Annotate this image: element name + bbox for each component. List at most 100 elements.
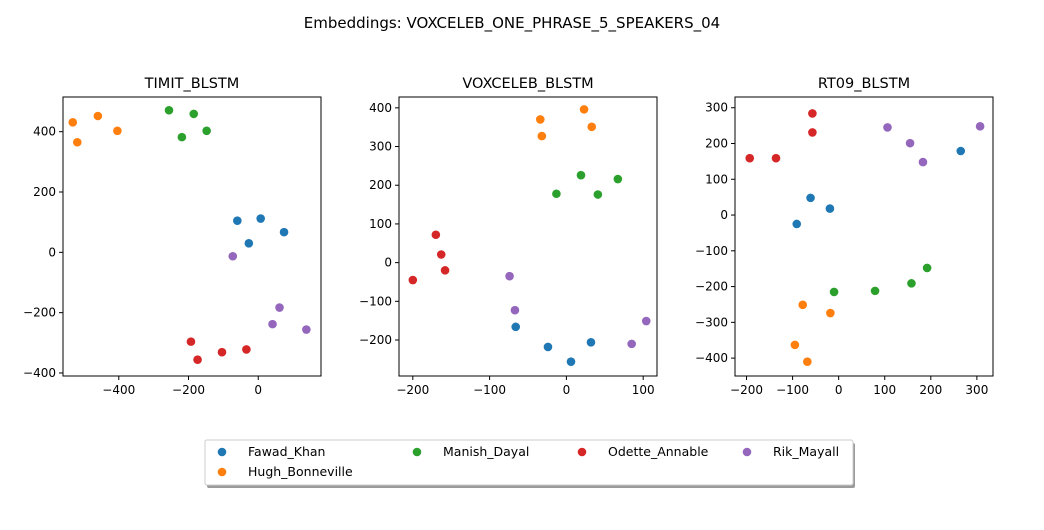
legend-box	[204, 439, 854, 486]
data-point-hugh-bonneville	[790, 340, 800, 350]
y-tick-label: 400	[33, 125, 56, 139]
data-point-fawad-khan	[825, 204, 835, 213]
data-point-manish-dayal	[164, 105, 174, 115]
data-point-odette-annable	[217, 347, 227, 357]
data-point-fawad-khan	[566, 357, 576, 366]
data-point-manish-dayal	[552, 189, 561, 199]
y-tick-label: 200	[369, 178, 392, 192]
data-point-rik-mayall	[627, 339, 636, 349]
x-tick-label: 0	[835, 383, 843, 397]
x-tick-label: −100	[473, 383, 506, 397]
legend-label: Manish_Dayal	[443, 444, 529, 459]
legend-label: Hugh_Bonneville	[248, 464, 353, 479]
data-point-odette-annable	[436, 250, 446, 259]
axes-frame	[398, 96, 658, 377]
data-point-rik-mayall	[975, 122, 985, 131]
y-tick-label: −200	[359, 333, 392, 347]
y-tick-label: −100	[359, 294, 392, 308]
legend-item-hugh-bonneville: Hugh_Bonneville	[217, 464, 353, 479]
x-tick-label: −200	[730, 383, 763, 397]
y-tick-label: 0	[384, 256, 392, 270]
x-tick-label: 0	[254, 383, 262, 397]
data-point-odette-annable	[193, 355, 202, 365]
data-point-hugh-bonneville	[68, 118, 78, 127]
subplot-2: VOXCELEB_BLSTM −200 −100 0 100 −200 −100 0 100 20…	[359, 76, 658, 397]
data-point-manish-dayal	[922, 263, 932, 273]
data-point-manish-dayal	[202, 126, 211, 136]
legend-item-rik-mayall: Rik_Mayall	[742, 444, 839, 459]
legend-item-odette-annable: Odette_Annable	[577, 444, 709, 459]
legend-label: Rik_Mayall	[773, 444, 839, 459]
data-point-manish-dayal	[829, 287, 839, 297]
y-tick-label: 100	[369, 217, 392, 231]
data-point-hugh-bonneville	[798, 300, 808, 310]
data-point-fawad-khan	[956, 146, 966, 156]
legend-marker	[412, 447, 422, 457]
data-point-rik-mayall	[905, 138, 915, 148]
subplot-title: VOXCELEB_BLSTM	[462, 76, 593, 92]
x-tick-label: 100	[632, 383, 655, 397]
data-point-fawad-khan	[244, 238, 254, 248]
y-tick-label: −400	[23, 366, 56, 380]
data-point-rik-mayall	[641, 316, 651, 326]
y-tick-label: 200	[705, 137, 728, 151]
data-point-hugh-bonneville	[826, 308, 835, 318]
data-point-odette-annable	[408, 275, 418, 285]
y-tick-label: −300	[695, 315, 728, 329]
y-tick-label: 300	[705, 101, 728, 115]
data-point-manish-dayal	[177, 132, 187, 142]
data-point-fawad-khan	[586, 338, 596, 347]
data-point-manish-dayal	[613, 174, 623, 184]
data-point-rik-mayall	[510, 305, 520, 315]
data-point-hugh-bonneville	[537, 131, 547, 141]
figure-title: Embeddings: VOXCELEB_ONE_PHRASE_5_SPEAKE…	[304, 14, 720, 33]
x-tick-label: 100	[873, 383, 896, 397]
legend-item-fawad-khan: Fawad_Khan	[217, 444, 325, 459]
data-point-rik-mayall	[228, 251, 238, 261]
legend-label: Fawad_Khan	[248, 444, 325, 459]
y-tick-label: 0	[720, 208, 728, 222]
data-point-fawad-khan	[806, 193, 815, 203]
data-point-manish-dayal	[576, 170, 586, 180]
legend-marker	[217, 467, 227, 477]
subplot-title: TIMIT_BLSTM	[144, 76, 240, 92]
data-point-odette-annable	[186, 337, 196, 346]
legend: Fawad_Khan Hugh_Bonneville Manish_Dayal Ode…	[204, 439, 855, 488]
data-point-hugh-bonneville	[587, 122, 597, 132]
x-tick-label: −100	[776, 383, 809, 397]
data-point-rik-mayall	[505, 271, 514, 281]
data-point-hugh-bonneville	[93, 111, 103, 121]
data-point-rik-mayall	[275, 303, 284, 312]
data-point-fawad-khan	[511, 322, 521, 332]
legend-label: Odette_Annable	[608, 444, 709, 459]
data-point-odette-annable	[808, 128, 817, 137]
data-point-fawad-khan	[543, 342, 553, 352]
legend-marker	[577, 447, 587, 457]
data-point-hugh-bonneville	[113, 126, 122, 136]
data-point-odette-annable	[242, 345, 251, 354]
data-point-fawad-khan	[256, 214, 265, 223]
y-tick-label: 0	[48, 245, 56, 259]
y-tick-label: −400	[695, 351, 728, 365]
y-tick-label: 200	[33, 185, 56, 199]
data-point-fawad-khan	[233, 216, 242, 225]
subplot-3: RT09_BLSTM −200 −100 0 100 200 300 −400 −300 −200…	[695, 76, 994, 397]
data-point-odette-annable	[440, 266, 450, 275]
data-point-fawad-khan	[279, 227, 289, 237]
y-tick-label: 400	[369, 101, 392, 115]
data-point-manish-dayal	[907, 279, 916, 288]
data-point-rik-mayall	[302, 325, 311, 334]
legend-item-manish-dayal: Manish_Dayal	[412, 444, 529, 459]
subplot-title: RT09_BLSTM	[818, 76, 910, 92]
y-tick-label: 100	[705, 172, 728, 186]
data-point-hugh-bonneville	[535, 115, 545, 124]
data-point-hugh-bonneville	[72, 137, 82, 147]
y-tick-label: −200	[23, 306, 56, 320]
data-point-odette-annable	[808, 109, 817, 118]
data-point-hugh-bonneville	[803, 357, 812, 366]
data-point-rik-mayall	[268, 319, 277, 329]
x-tick-label: −200	[172, 383, 205, 397]
data-point-hugh-bonneville	[579, 105, 589, 114]
data-point-odette-annable	[431, 230, 441, 240]
